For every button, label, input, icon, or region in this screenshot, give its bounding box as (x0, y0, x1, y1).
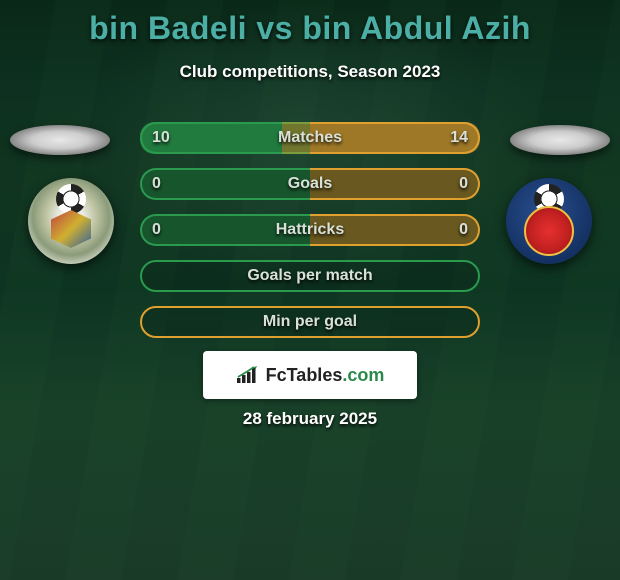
stat-left-value: 10 (152, 129, 170, 147)
stats-panel: 10 Matches 14 0 Goals 0 0 Hattricks 0 Goals per m… (140, 122, 480, 352)
stat-row: 0 Goals 0 (140, 168, 480, 200)
stat-label: Min per goal (263, 313, 357, 331)
stat-row: Min per goal (140, 306, 480, 338)
chart-icon (236, 366, 260, 384)
stat-right-value: 14 (450, 129, 468, 147)
stat-right-value: 0 (459, 175, 468, 193)
page-title: bin Badeli vs bin Abdul Azih (0, 10, 620, 47)
stat-left-value: 0 (152, 175, 161, 193)
stat-right-value: 0 (459, 221, 468, 239)
provider-name-a: FcTables (266, 365, 343, 385)
page-subtitle: Club competitions, Season 2023 (0, 62, 620, 82)
provider-logo: FcTables.com (203, 351, 417, 399)
club-crest-left (28, 178, 114, 264)
stat-label: Goals per match (247, 267, 372, 285)
club-crest-right (506, 178, 592, 264)
provider-name-b: .com (342, 365, 384, 385)
stat-label: Hattricks (276, 221, 344, 239)
stat-row: 10 Matches 14 (140, 122, 480, 154)
stat-row: Goals per match (140, 260, 480, 292)
player-right-spot (510, 125, 610, 155)
provider-name: FcTables.com (266, 365, 385, 386)
stat-left-value: 0 (152, 221, 161, 239)
date-label: 28 february 2025 (0, 409, 620, 429)
stat-label: Matches (278, 129, 342, 147)
stat-row: 0 Hattricks 0 (140, 214, 480, 246)
stat-label: Goals (288, 175, 332, 193)
player-left-spot (10, 125, 110, 155)
comparison-card: bin Badeli vs bin Abdul Azih Club compet… (0, 0, 620, 580)
